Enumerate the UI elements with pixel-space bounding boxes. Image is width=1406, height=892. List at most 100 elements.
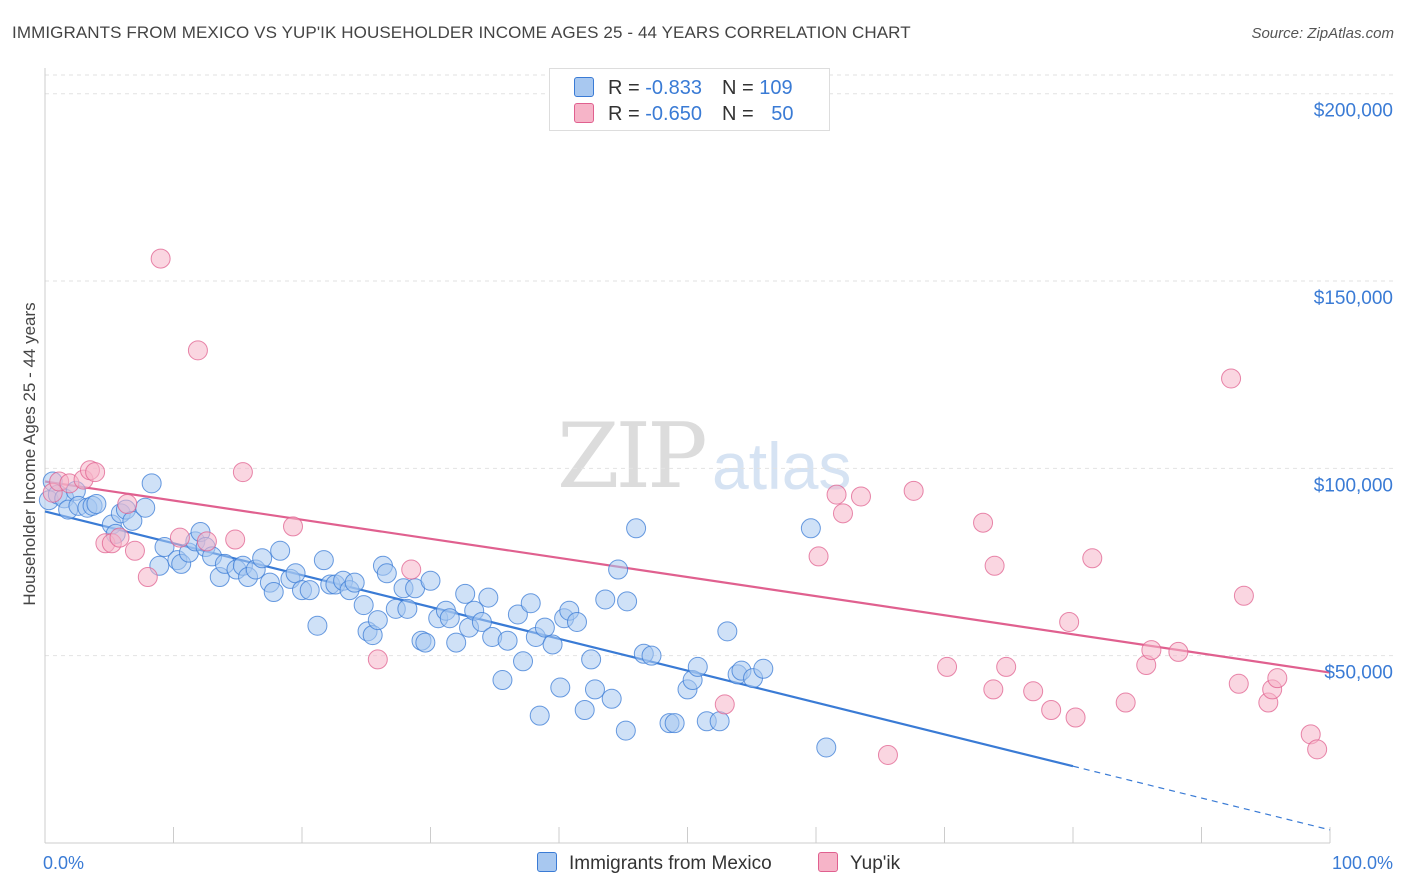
data-point-mexico	[397, 598, 418, 619]
data-point-mexico	[263, 581, 284, 602]
data-point-yupik	[225, 529, 246, 550]
y-tick-label: $100,000	[1314, 475, 1393, 496]
data-point-yupik	[1233, 585, 1254, 606]
data-point-mexico	[800, 518, 821, 539]
bottom-legend-mexico: Immigrants from Mexico	[537, 852, 772, 875]
stats-legend: R = -0.833 N = 109 R = -0.650 N = 50	[549, 68, 830, 131]
data-point-mexico	[492, 670, 513, 691]
bottom-legend-label: Yup'ik	[850, 853, 901, 874]
data-point-mexico	[615, 720, 636, 741]
data-point-mexico	[353, 595, 374, 616]
data-point-mexico	[415, 632, 436, 653]
legend-row-mexico: R = -0.833 N = 109	[574, 77, 793, 99]
data-point-yupik	[187, 340, 208, 361]
data-point-mexico	[141, 473, 162, 494]
data-point-mexico	[617, 591, 638, 612]
data-point-mexico	[709, 711, 730, 732]
data-point-yupik	[283, 516, 304, 537]
data-point-mexico	[581, 649, 602, 670]
data-point-mexico	[252, 548, 273, 569]
data-point-yupik	[850, 486, 871, 507]
source-label: Source: ZipAtlas.com	[1251, 25, 1394, 42]
data-point-yupik	[124, 540, 145, 561]
data-points	[38, 248, 1328, 765]
data-point-mexico	[542, 634, 563, 655]
data-point-yupik	[1168, 641, 1189, 662]
data-point-yupik	[826, 484, 847, 505]
data-point-yupik	[1082, 548, 1103, 569]
data-point-yupik	[85, 462, 106, 483]
legend-row-yupik: R = -0.650 N = 50	[574, 103, 793, 125]
data-point-mexico	[626, 518, 647, 539]
data-point-mexico	[478, 587, 499, 608]
y-axis-title: Householder Income Ages 25 - 44 years	[20, 302, 39, 605]
data-point-mexico	[753, 658, 774, 679]
chart-title: IMMIGRANTS FROM MEXICO VS YUP'IK HOUSEHO…	[12, 23, 911, 42]
data-point-yupik	[937, 656, 958, 677]
watermark-zip: ZIP	[557, 404, 708, 509]
data-point-yupik	[877, 744, 898, 765]
legend-r-value: -0.833	[645, 77, 702, 99]
data-point-yupik	[1115, 692, 1136, 713]
data-point-yupik	[1141, 640, 1162, 661]
data-point-yupik	[808, 546, 829, 567]
y-tick-label: $150,000	[1314, 288, 1393, 309]
data-point-yupik	[1307, 739, 1328, 760]
x-tick-label: 100.0%	[1332, 853, 1393, 873]
data-point-mexico	[566, 611, 587, 632]
data-point-mexico	[285, 563, 306, 584]
data-point-mexico	[529, 705, 550, 726]
data-point-yupik	[1023, 681, 1044, 702]
legend-swatch-mexico	[574, 77, 594, 97]
data-point-yupik	[983, 679, 1004, 700]
data-point-mexico	[717, 621, 738, 642]
data-point-mexico	[641, 645, 662, 666]
legend-r-value: -0.650	[645, 103, 702, 125]
data-point-yupik	[367, 649, 388, 670]
data-point-yupik	[196, 531, 217, 552]
legend-r-label: R =	[608, 103, 646, 125]
data-point-mexico	[664, 713, 685, 734]
data-point-mexico	[507, 604, 528, 625]
data-point-mexico	[550, 677, 571, 698]
data-point-mexico	[455, 583, 476, 604]
data-point-mexico	[608, 559, 629, 580]
axis-labels: $50,000 $100,000 $150,000 $200,000 0.0% 100.0…	[20, 101, 1393, 873]
data-point-yupik	[973, 512, 994, 533]
data-point-yupik	[832, 503, 853, 524]
y-tick-label: $200,000	[1314, 101, 1393, 122]
x-tick-label: 0.0%	[43, 853, 84, 873]
data-point-mexico	[154, 537, 175, 558]
bottom-legend-swatch-mexico	[537, 852, 557, 872]
data-point-mexico	[601, 688, 622, 709]
data-point-mexico	[439, 608, 460, 629]
legend-r-label: R =	[608, 77, 646, 99]
data-point-mexico	[307, 615, 328, 636]
data-point-mexico	[313, 550, 334, 571]
trend-line-extension	[1072, 765, 1331, 831]
data-point-yupik	[1228, 673, 1249, 694]
legend-n-value: 109	[759, 77, 793, 99]
data-point-mexico	[687, 656, 708, 677]
legend-swatch-yupik	[574, 103, 594, 123]
data-point-yupik	[1059, 611, 1080, 632]
data-point-mexico	[420, 570, 441, 591]
data-point-yupik	[996, 656, 1017, 677]
trend-line-yupik	[44, 480, 1331, 674]
data-point-mexico	[471, 611, 492, 632]
data-point-yupik	[150, 248, 171, 269]
legend-n-label: N =	[721, 103, 760, 125]
data-point-mexico	[574, 700, 595, 721]
data-point-mexico	[270, 540, 291, 561]
data-point-mexico	[595, 589, 616, 610]
data-point-yupik	[903, 480, 924, 501]
legend-n-label: N =	[721, 77, 760, 99]
data-point-yupik	[1221, 368, 1242, 389]
data-point-yupik	[1065, 707, 1086, 728]
data-point-yupik	[1041, 700, 1062, 721]
data-point-yupik	[984, 555, 1005, 576]
data-point-mexico	[584, 679, 605, 700]
legend-n-value: 50	[771, 103, 794, 125]
axes	[44, 68, 1331, 844]
data-point-mexico	[816, 737, 837, 758]
